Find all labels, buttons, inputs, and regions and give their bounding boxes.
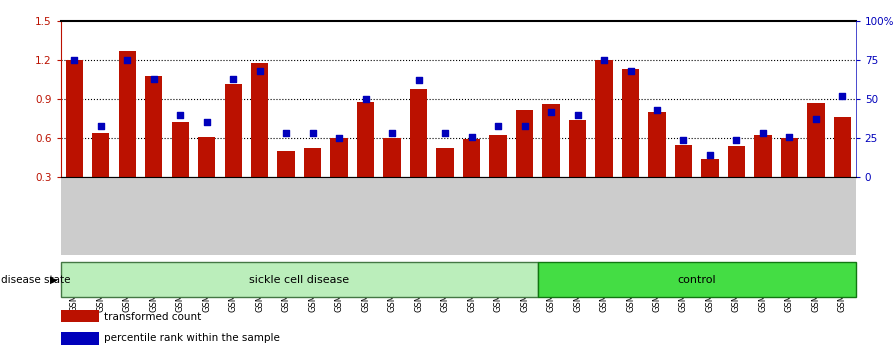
- Bar: [410, 89, 427, 177]
- Point: [438, 131, 452, 136]
- Bar: [834, 117, 851, 177]
- Point: [544, 109, 558, 114]
- Text: ▶: ▶: [50, 275, 57, 285]
- Point: [597, 57, 611, 63]
- Point: [332, 135, 346, 141]
- Bar: [331, 138, 348, 177]
- Bar: [118, 51, 136, 177]
- Bar: [278, 151, 295, 177]
- Bar: [198, 137, 215, 177]
- Bar: [702, 159, 719, 177]
- Bar: [538, 262, 856, 297]
- Point: [650, 107, 664, 113]
- Point: [120, 57, 134, 63]
- Point: [702, 152, 717, 158]
- Bar: [675, 144, 692, 177]
- Point: [358, 96, 373, 102]
- Point: [835, 93, 849, 99]
- Bar: [754, 136, 771, 177]
- Text: disease state: disease state: [1, 275, 71, 285]
- Bar: [61, 262, 538, 297]
- Bar: [251, 63, 268, 177]
- Point: [385, 131, 400, 136]
- Point: [729, 137, 744, 142]
- Bar: [596, 60, 613, 177]
- Bar: [65, 60, 82, 177]
- Point: [464, 134, 478, 139]
- Bar: [728, 146, 745, 177]
- Point: [226, 76, 240, 82]
- Point: [146, 76, 160, 82]
- Bar: [61, 332, 99, 345]
- Point: [756, 131, 771, 136]
- Bar: [542, 104, 560, 177]
- Bar: [622, 69, 639, 177]
- Bar: [383, 138, 401, 177]
- Point: [809, 116, 823, 122]
- Point: [67, 57, 82, 63]
- Text: transformed count: transformed count: [104, 312, 201, 322]
- Text: control: control: [677, 275, 716, 285]
- Bar: [489, 136, 506, 177]
- Text: percentile rank within the sample: percentile rank within the sample: [104, 333, 280, 343]
- Bar: [436, 148, 453, 177]
- Bar: [807, 103, 824, 177]
- Point: [93, 123, 108, 129]
- Bar: [780, 138, 798, 177]
- Point: [411, 78, 426, 83]
- Bar: [61, 309, 99, 322]
- Point: [782, 134, 797, 139]
- Bar: [92, 133, 109, 177]
- Point: [491, 123, 505, 129]
- Bar: [463, 139, 480, 177]
- Point: [279, 131, 293, 136]
- Point: [571, 112, 585, 118]
- Bar: [145, 76, 162, 177]
- Bar: [569, 120, 586, 177]
- Bar: [225, 84, 242, 177]
- Text: sickle cell disease: sickle cell disease: [249, 275, 349, 285]
- Point: [676, 137, 691, 142]
- Bar: [304, 148, 321, 177]
- Bar: [649, 112, 666, 177]
- Point: [517, 123, 531, 129]
- Point: [624, 68, 638, 74]
- Bar: [516, 109, 533, 177]
- Bar: [171, 122, 189, 177]
- Point: [173, 112, 187, 118]
- Point: [306, 131, 320, 136]
- Point: [200, 120, 214, 125]
- Bar: [357, 102, 375, 177]
- Point: [253, 68, 267, 74]
